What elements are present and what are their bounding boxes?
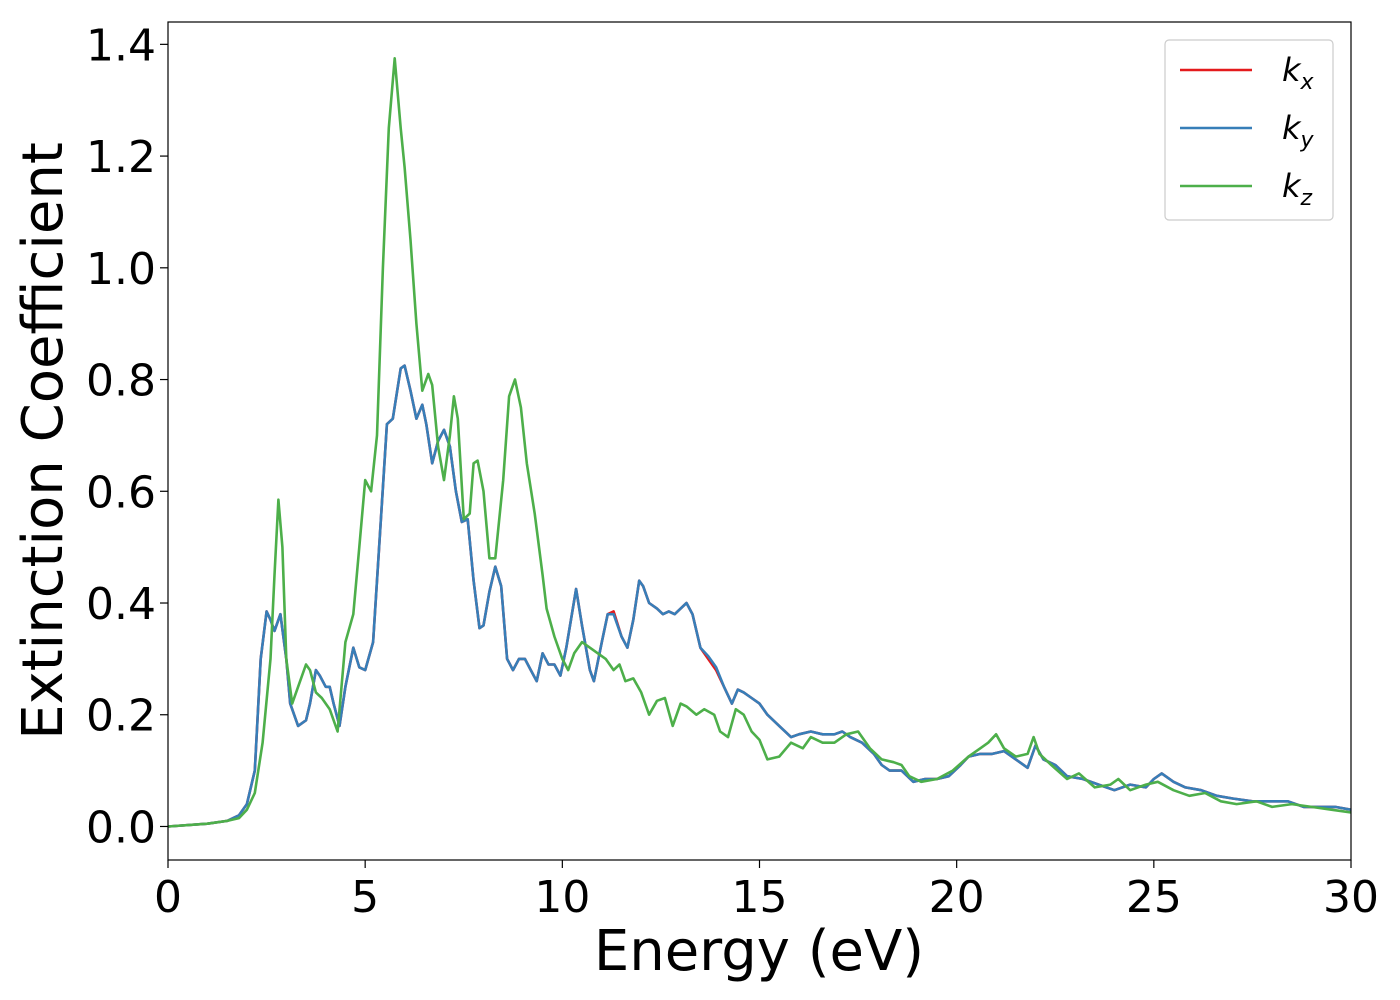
x-axis-label: Energy (eV)	[594, 919, 924, 984]
y-tick-label: 0.2	[86, 691, 156, 742]
x-tick-label: 25	[1126, 872, 1182, 923]
plot-lines	[168, 57, 1351, 828]
y-tick-label: 0.4	[86, 579, 156, 630]
legend-label-y: ky	[1282, 109, 1315, 153]
y-tick-label: 0.8	[86, 356, 156, 407]
x-tick-label: 15	[732, 872, 788, 923]
series-line-z	[168, 57, 1351, 828]
y-tick-label: 0.0	[86, 802, 156, 853]
series-line-y	[168, 364, 1351, 828]
y-tick-label: 1.4	[86, 20, 156, 71]
legend: kx ky kz	[1164, 39, 1334, 221]
x-tick-label: 5	[351, 872, 379, 923]
x-tick-label: 20	[929, 872, 985, 923]
y-axis-label: Extinction Coefficient	[11, 142, 76, 740]
x-tick-label: 0	[154, 872, 182, 923]
x-tick-label: 30	[1323, 872, 1379, 923]
x-tick-label: 10	[534, 872, 590, 923]
legend-box	[1164, 39, 1334, 221]
legend-label-x: kx	[1282, 51, 1315, 95]
y-axis-ticks: 0.0 0.2 0.4 0.6 0.8 1.0 1.2 1.4	[86, 20, 168, 853]
y-tick-label: 1.2	[86, 132, 156, 183]
x-axis-ticks: 0 5 10 15 20 25 30	[154, 860, 1379, 923]
y-tick-label: 0.6	[86, 467, 156, 518]
legend-label-z: kz	[1282, 167, 1313, 211]
y-tick-label: 1.0	[86, 244, 156, 295]
